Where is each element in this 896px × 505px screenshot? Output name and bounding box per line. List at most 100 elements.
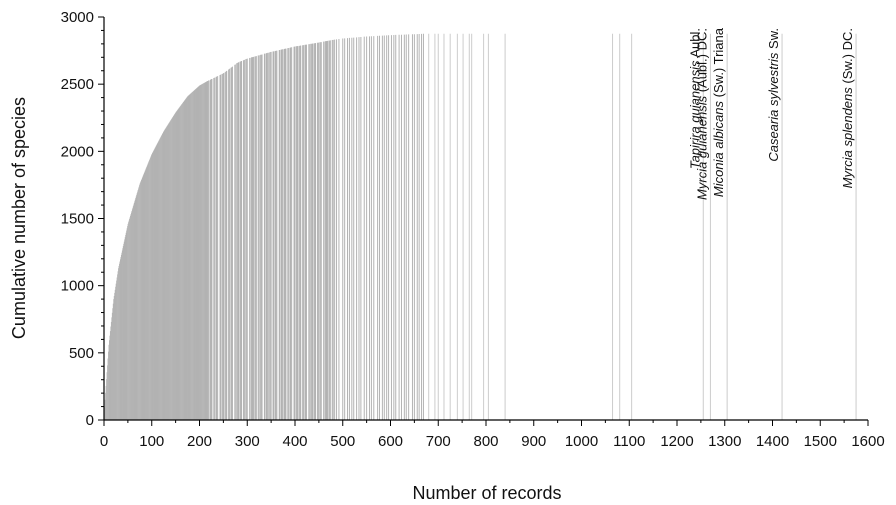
bar <box>128 222 129 420</box>
bar <box>129 217 131 420</box>
bar <box>154 147 156 420</box>
bar <box>114 289 116 420</box>
bar <box>172 117 173 421</box>
bar <box>176 110 178 421</box>
bar <box>152 151 154 420</box>
bar <box>131 209 133 420</box>
annotation-author: (Sw.) DC. <box>840 28 855 87</box>
annotation-author: (Aubl.) DC. <box>694 28 709 96</box>
bar <box>173 114 175 420</box>
bar <box>143 174 145 420</box>
bar <box>181 104 182 420</box>
bar <box>188 95 190 420</box>
bar <box>183 101 185 420</box>
bar <box>152 152 154 421</box>
bar <box>156 144 158 421</box>
bar <box>106 372 108 420</box>
bar <box>165 127 167 420</box>
species-annotation: Myrcia guianensis (Aubl.) DC. <box>694 28 709 200</box>
bar <box>182 103 183 421</box>
bar <box>118 265 120 420</box>
x-tick-label: 900 <box>521 433 546 450</box>
bar <box>119 261 121 420</box>
x-tick-label: 300 <box>235 433 260 450</box>
bar <box>194 89 196 421</box>
bar <box>109 331 111 420</box>
y-tick-label: 1000 <box>61 278 94 295</box>
bar <box>167 124 169 420</box>
bar <box>179 106 181 421</box>
bar <box>146 167 148 420</box>
bar <box>172 116 174 421</box>
bar <box>151 155 152 420</box>
bar <box>172 116 174 420</box>
bar <box>188 94 190 420</box>
bar <box>190 93 192 421</box>
bar <box>166 125 168 420</box>
x-tick-label: 1200 <box>660 433 693 450</box>
bar <box>129 219 130 420</box>
bar <box>113 296 115 420</box>
bar <box>139 183 141 420</box>
bar <box>177 109 179 420</box>
y-tick-label: 2000 <box>61 143 94 160</box>
bar <box>198 85 200 420</box>
bar <box>109 340 110 420</box>
bar <box>135 196 137 420</box>
annotation-species-name: Myrcia guianensis <box>694 95 709 200</box>
bar <box>160 136 162 421</box>
x-tick-label: 800 <box>473 433 498 450</box>
bar <box>153 149 155 420</box>
x-axis-title: Number of records <box>412 483 561 503</box>
bar <box>118 268 119 420</box>
bar <box>140 182 141 420</box>
bar <box>147 163 149 421</box>
bar <box>170 119 172 421</box>
bar <box>119 259 121 420</box>
y-tick-label: 2500 <box>61 76 94 93</box>
bar <box>163 130 165 420</box>
x-tick-label: 700 <box>426 433 451 450</box>
x-tick-label: 600 <box>378 433 403 450</box>
bar <box>167 125 169 421</box>
bar <box>120 257 122 420</box>
bar <box>205 82 207 420</box>
bar <box>193 91 194 420</box>
bars-layer <box>104 33 857 421</box>
bar <box>204 82 205 420</box>
bar <box>199 85 201 420</box>
bar <box>144 171 146 420</box>
bar <box>193 90 195 421</box>
bar <box>162 132 164 420</box>
bar <box>204 82 206 420</box>
bar <box>148 161 150 420</box>
annotation-species-name: Tapirira guianensis <box>687 60 702 169</box>
bar <box>156 143 158 420</box>
bar <box>121 250 123 420</box>
bar <box>143 172 145 420</box>
bar <box>105 392 106 420</box>
y-axis-title: Cumulative number of species <box>9 97 29 339</box>
bar <box>157 142 159 420</box>
bar <box>158 141 159 421</box>
bar <box>140 181 142 420</box>
bar <box>184 100 186 421</box>
bar <box>119 263 120 420</box>
x-tick-label: 500 <box>330 433 355 450</box>
bar <box>186 96 188 421</box>
bar <box>164 128 166 421</box>
bar <box>182 102 184 421</box>
bar <box>192 91 194 420</box>
bar <box>123 243 125 420</box>
bar <box>189 94 191 420</box>
bar <box>138 186 140 420</box>
bar <box>196 88 198 420</box>
bar <box>168 122 170 421</box>
bar <box>202 83 203 420</box>
bar <box>127 223 129 420</box>
bar <box>186 97 188 420</box>
annotation-author: (Sw.) Triana <box>711 27 726 101</box>
bar <box>187 95 189 421</box>
bar <box>161 135 162 420</box>
bar <box>121 252 123 420</box>
